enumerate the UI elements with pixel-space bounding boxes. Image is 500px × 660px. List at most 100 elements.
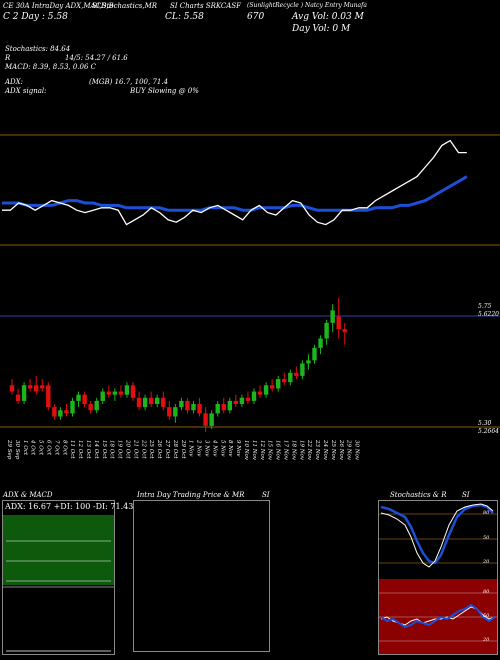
date-label: 3 Nov [204,440,210,457]
candle-body [288,372,293,383]
date-label: 2 Nov [196,439,202,457]
header-avg-vol: Avg Vol: 0.03 M [292,12,364,22]
stochastics-values: 14/5: 54.27 / 61.6 [65,54,128,62]
rsi-blue-line [380,603,496,629]
candle-body [94,400,99,411]
candle-body [203,413,208,426]
candle-body [173,407,178,417]
candle-body [15,394,21,401]
date-label: 23 Nov [314,439,320,461]
candle-body [130,385,136,398]
date-label: 21 Oct [132,439,138,459]
date-label: 8 Nov [227,440,233,457]
candle-body [70,400,75,414]
adx-values: (MGB) 16.7, 100, 71.4 [89,78,169,86]
candle-body [227,400,232,411]
date-label: 19 Nov [298,440,304,461]
candle-body [58,410,63,417]
candle-body [269,385,275,389]
date-axis: 29 Sep 30 Sep 1 Oct 4 Oct 5 Oct 6 Oct 7 Oct 8 O… [6,439,360,461]
mrsi-white-line [2,139,467,226]
date-label: 17 Nov [283,440,289,461]
stoch-blue-line [380,503,494,565]
date-label: 24 Nov [322,439,328,461]
date-label: 22 Nov [306,439,312,461]
price-label-bottom2: 5.2664 [478,428,499,435]
candle-body [21,385,27,401]
candle-body [118,391,124,395]
candle-body [148,397,154,405]
date-label: 4 Oct [30,439,36,456]
candle-body [46,385,51,408]
r-label: R [5,54,11,62]
candle-body [300,363,305,376]
candle-body [185,400,190,411]
adx-label: ADX: [5,78,24,86]
date-label: 13 Oct [85,440,91,459]
mrsi-blue-line [2,175,468,212]
rsi-level-50: 50 [483,613,490,619]
candle-body [324,322,329,339]
candle-body [52,407,57,417]
candle-body [179,400,184,408]
date-label: 30 Nov [354,440,360,461]
candle-body [233,400,239,405]
candle-body [161,397,166,408]
candle-body [155,397,160,405]
stoch-panel: 80 50 20 80 50 20 [378,500,498,655]
date-label: 28 Oct [172,439,178,459]
price-label-top2: 5.6220 [478,311,499,318]
buy-signal-text: BUY Slowing @ 0% [130,87,199,95]
main-chart: 29 Sep 30 Sep 1 Oct 4 Oct 5 Oct 6 Oct 7 Oct 8 O… [0,134,500,461]
rsi-level-20: 20 [483,637,490,643]
rsi-level-80: 80 [483,589,490,595]
adx-area [3,515,114,585]
candle-body [209,413,214,426]
date-label: 22 Oct [140,439,146,459]
price-label-top: 5.75 [478,303,492,310]
date-label: 5 Nov [219,440,225,457]
candle-body [239,397,245,405]
candle-body [82,394,87,405]
stochastics-label: Stochastics: 84.64 [5,45,71,53]
date-label: 12 Nov [259,440,265,461]
candle-body [106,391,111,395]
stoch-level-50: 50 [483,535,490,541]
date-label: 16 Nov [275,440,281,461]
header-volume-code: 670 [247,12,265,22]
candle-body [312,347,317,361]
candle-body [276,379,281,389]
date-label: 27 Oct [164,439,170,459]
candle-body [263,385,269,395]
stoch-level-20: 20 [483,559,490,565]
candle-body [124,385,130,395]
date-label: 29 Nov [346,439,352,461]
candle-body [64,410,69,414]
price-label-bottom: 5.30 [478,420,492,427]
header-title-d: (SunlightRecycle ) Natcy Entry Munafa [247,2,367,9]
date-label: 19 Oct [117,440,123,459]
header-title-c: SI Charts SRKCASF [170,2,241,10]
date-label: 20 Oct [125,439,131,459]
date-label: 11 Oct [69,440,75,459]
candle-body [294,372,299,376]
date-label: 29 Oct [180,439,186,459]
candle-body [27,385,33,389]
date-label: 26 Oct [156,439,162,459]
candle-body [221,404,226,411]
date-label: 12 Oct [77,440,83,459]
candle-body [245,397,251,401]
date-label: 15 Oct [101,440,107,459]
date-label: 5 Oct [38,440,44,456]
candle-body [88,404,93,411]
macd-label: MACD: 8.39, 8.53, 0.06 C [5,63,97,71]
date-label: 8 Oct [61,440,67,456]
adx-panel-values: ADX: 16.67 +DI: 100 -DI: 71.43 [5,502,134,511]
candle-body [215,404,220,414]
candle-body [251,391,257,401]
stoch-panel-title: Stochastics & R [390,491,447,499]
intraday-panel-title: Intra Day Trading Price & MR [137,491,245,499]
candle-body [257,391,263,395]
intraday-panel-si: SI [262,491,270,499]
candle-body [318,338,323,348]
